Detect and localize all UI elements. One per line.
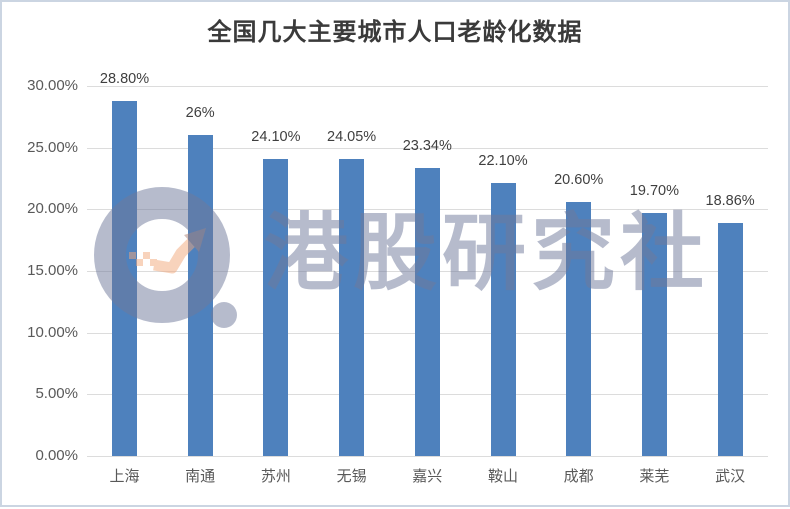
y-axis-tick-label: 25.00% (27, 138, 78, 156)
bar-南通 (187, 135, 213, 456)
bar-莱芜 (641, 213, 667, 456)
y-axis-tick-label: 0.00% (35, 447, 78, 464)
chart-title: 全国几大主要城市人口老龄化数据 (207, 20, 583, 46)
x-axis-category-label: 莱芜 (639, 468, 670, 485)
x-axis-category-label: 南通 (185, 468, 216, 485)
y-axis-tick-label: 15.00% (27, 262, 78, 279)
data-label: 19.70% (629, 183, 679, 200)
data-label: 18.86% (705, 193, 755, 210)
data-label: 23.34% (402, 138, 452, 155)
y-axis-tick-label: 30.00% (27, 77, 78, 94)
gridline (87, 86, 768, 87)
bar-上海 (112, 100, 137, 456)
x-axis-category-label: 上海 (109, 468, 140, 485)
x-axis-category-label: 成都 (563, 468, 594, 485)
x-axis-category-label: 鞍山 (487, 468, 518, 485)
data-label: 22.10% (478, 153, 528, 170)
gridline (87, 456, 768, 457)
bar-苏州 (263, 158, 289, 456)
bar-鞍山 (490, 183, 516, 456)
x-axis-category-label: 武汉 (715, 468, 746, 485)
bar-嘉兴 (414, 168, 440, 456)
x-axis-category-label: 嘉兴 (412, 468, 443, 485)
data-label: 24.05% (327, 129, 377, 146)
y-axis-tick-label: 20.00% (27, 200, 78, 218)
bar-无锡 (339, 159, 365, 456)
data-label: 28.80% (99, 70, 150, 87)
x-axis-category-label: 无锡 (336, 468, 367, 485)
gridline (87, 147, 768, 149)
x-axis-category-label: 苏州 (260, 468, 291, 485)
y-axis-tick-label: 10.00% (27, 323, 78, 341)
data-label: 20.60% (554, 171, 604, 188)
data-label: 26% (185, 105, 215, 122)
bar-成都 (566, 201, 592, 456)
data-label: 24.10% (251, 128, 301, 145)
y-axis-tick-label: 5.00% (35, 385, 78, 403)
bar-武汉 (717, 223, 743, 456)
